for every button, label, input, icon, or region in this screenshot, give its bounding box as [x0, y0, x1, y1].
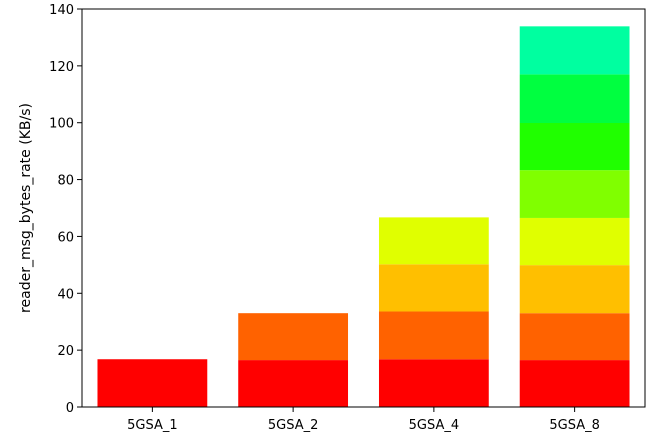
- y-tick-label: 60: [57, 230, 74, 245]
- bar-segment-5GSA_2-2: [238, 313, 349, 361]
- y-tick-label: 80: [57, 174, 74, 189]
- x-axis: 5GSA_1 5GSA_2 5GSA_4 5GSA_8: [127, 407, 600, 433]
- bar-segment-5GSA_8-5: [519, 170, 630, 218]
- plot-frame: [81, 8, 646, 408]
- x-tick-label: 5GSA_4: [409, 418, 460, 433]
- bar-segment-5GSA_8-7: [519, 74, 630, 123]
- y-tick-label: 100: [49, 117, 74, 132]
- bar-segment-5GSA_4-1: [378, 359, 489, 407]
- y-tick-label: 20: [57, 344, 74, 359]
- y-tick-label: 120: [49, 60, 74, 75]
- y-tick-label: 40: [57, 287, 74, 302]
- bar-segment-5GSA_8-4: [519, 217, 630, 266]
- bar-segment-5GSA_4-3: [378, 264, 489, 312]
- y-axis-label: reader_msg_bytes_rate (KB/s): [18, 103, 34, 313]
- bar-segment-5GSA_4-4: [378, 217, 489, 265]
- bar-segment-5GSA_8-6: [519, 122, 630, 171]
- bar-segment-5GSA_2-1: [238, 360, 349, 407]
- bar-segment-5GSA_8-3: [519, 265, 630, 314]
- bar-segment-5GSA_8-8: [519, 26, 630, 75]
- x-tick-label: 5GSA_2: [268, 418, 319, 433]
- bar-segment-5GSA_8-1: [519, 360, 630, 407]
- bar-segment-5GSA_1-1: [97, 359, 208, 407]
- x-tick-label: 5GSA_8: [549, 418, 600, 433]
- bars-layer: [97, 26, 630, 407]
- y-tick-label: 0: [66, 401, 74, 416]
- y-axis: 0 20 40 60 80 100 120 140: [49, 3, 82, 416]
- bar-segment-5GSA_4-2: [378, 311, 489, 360]
- y-tick-label: 140: [49, 3, 74, 18]
- bar-segment-5GSA_8-2: [519, 313, 630, 361]
- x-tick-label: 5GSA_1: [127, 418, 178, 433]
